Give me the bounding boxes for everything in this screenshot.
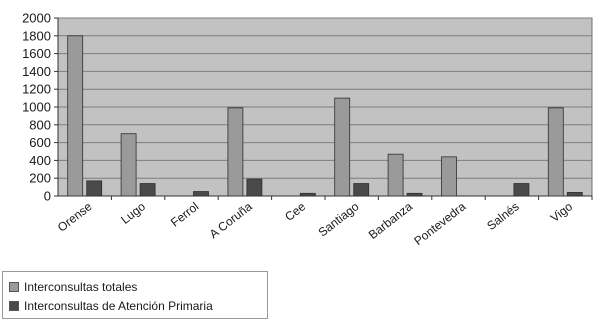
y-tick-label: 0 bbox=[44, 189, 51, 204]
bar-atencion-primaria bbox=[299, 192, 316, 197]
y-tick-label: 1800 bbox=[22, 28, 51, 43]
y-tick-label: 1200 bbox=[22, 82, 51, 97]
bar-atencion-primaria bbox=[139, 183, 156, 197]
bar-atencion-primaria bbox=[566, 192, 583, 197]
bar-atencion-primaria bbox=[86, 180, 103, 197]
x-category-label: Santiago bbox=[316, 199, 362, 239]
bar-atencion-primaria bbox=[353, 183, 370, 197]
bar-totales bbox=[227, 107, 244, 197]
x-category-label: Cee bbox=[282, 199, 308, 224]
legend: Interconsultas totales Interconsultas de… bbox=[2, 271, 268, 319]
legend-label-series-2: Interconsultas de Atención Primaria bbox=[24, 299, 213, 313]
legend-label-series-1: Interconsultas totales bbox=[24, 280, 138, 294]
bar-atencion-primaria bbox=[406, 192, 423, 197]
y-tick-label: 200 bbox=[29, 171, 51, 186]
y-tick-label: 800 bbox=[29, 117, 51, 132]
x-category-label: Ferrol bbox=[168, 199, 201, 229]
bar-totales bbox=[547, 107, 564, 197]
legend-swatch-series-1 bbox=[9, 282, 19, 292]
x-category-label: Vigo bbox=[548, 199, 576, 225]
legend-item-series-1: Interconsultas totales bbox=[9, 278, 137, 296]
x-category-label: Barbanza bbox=[366, 199, 415, 242]
x-category-label: Lugo bbox=[118, 199, 148, 227]
bar-totales bbox=[120, 133, 137, 197]
x-category-label: Salnés bbox=[484, 199, 522, 233]
y-tick-label: 1600 bbox=[22, 46, 51, 61]
bar-totales bbox=[334, 97, 351, 197]
x-category-label: A Coruña bbox=[207, 199, 255, 241]
x-category-label: Pontevedra bbox=[411, 199, 468, 248]
bar-atencion-primaria bbox=[246, 178, 263, 197]
legend-swatch-series-2 bbox=[9, 301, 19, 311]
bar-totales bbox=[441, 156, 457, 197]
y-tick-label: 2000 bbox=[22, 11, 51, 26]
bar-totales bbox=[67, 35, 84, 197]
y-tick-label: 600 bbox=[29, 135, 51, 150]
bar-totales bbox=[387, 153, 404, 197]
bar-atencion-primaria bbox=[193, 191, 209, 197]
x-category-label: Orense bbox=[55, 199, 95, 234]
y-tick-label: 1000 bbox=[22, 100, 51, 115]
y-tick-label: 400 bbox=[29, 153, 51, 168]
y-tick-label: 1400 bbox=[22, 64, 51, 79]
bar-atencion-primaria bbox=[513, 183, 530, 197]
legend-item-series-2: Interconsultas de Atención Primaria bbox=[9, 297, 213, 315]
